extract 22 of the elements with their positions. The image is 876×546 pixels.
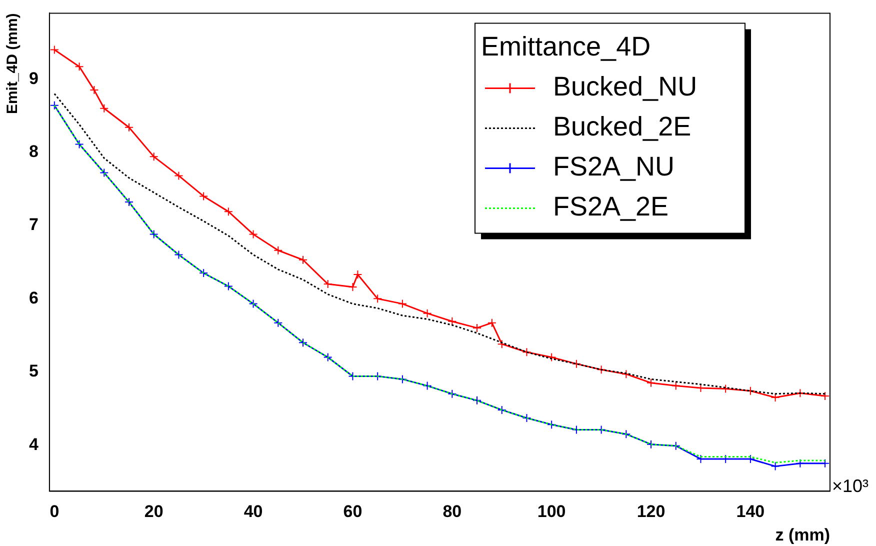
legend-label: FS2A_2E <box>553 192 669 222</box>
text: ×10³ <box>832 476 869 496</box>
legend-label: FS2A_NU <box>553 152 675 182</box>
y-tick-label: 6 <box>28 288 38 308</box>
x-tick-label: 100 <box>537 502 566 522</box>
legend-label: Bucked_NU <box>553 72 698 102</box>
legend-title: Emittance_4D <box>481 32 651 62</box>
y-tick-label: 9 <box>28 68 38 88</box>
legend-label: Bucked_2E <box>553 112 692 142</box>
x-tick-label: 40 <box>244 502 263 522</box>
x-tick-label: 20 <box>144 502 164 522</box>
y-axis-title: Emit_4D (mm) <box>4 13 22 114</box>
y-tick-label: 7 <box>28 215 38 234</box>
x-axis-title: z (mm) <box>775 525 830 544</box>
x-tick-label: 80 <box>442 502 462 522</box>
x-tick-label: 140 <box>736 502 765 522</box>
y-tick-label: 5 <box>28 362 38 381</box>
y-tick-label: 8 <box>28 142 38 161</box>
x-tick-label: 60 <box>343 502 362 522</box>
x-tick-label: 0 <box>50 502 60 522</box>
x-tick-label: 120 <box>636 502 666 522</box>
y-tick-label: 4 <box>28 434 39 454</box>
